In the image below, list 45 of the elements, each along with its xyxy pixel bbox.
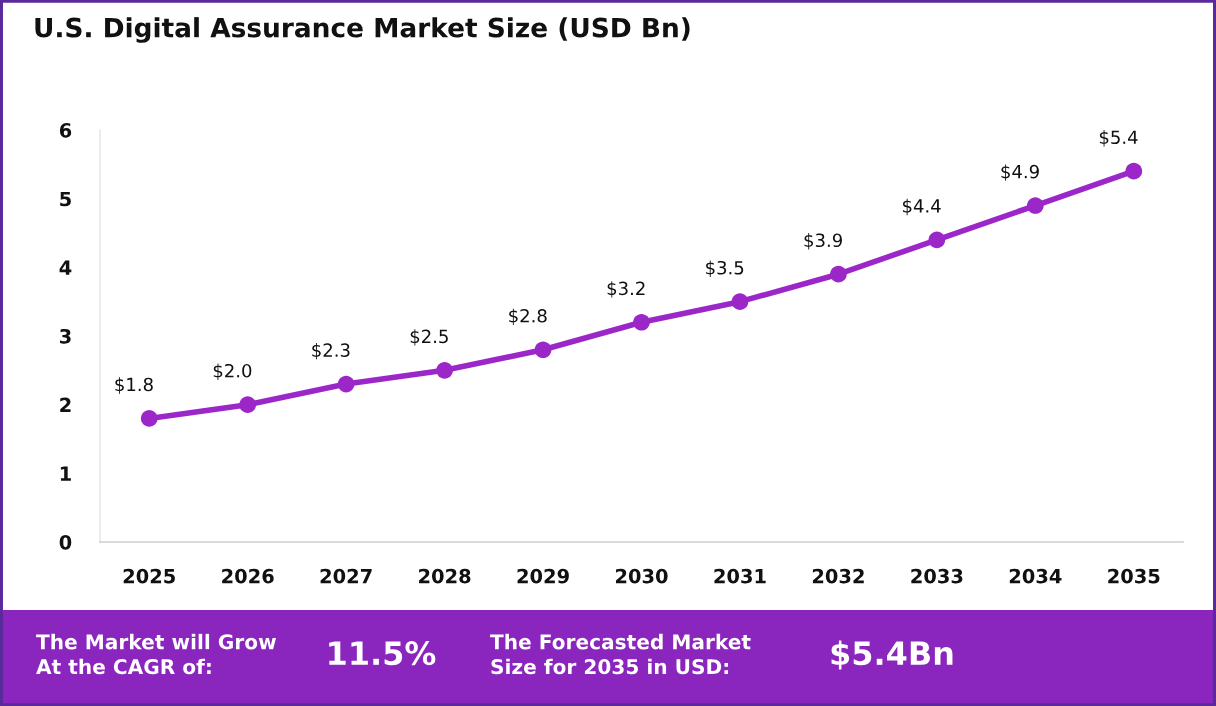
y-tick-label: 6: [59, 122, 72, 138]
chart-title: U.S. Digital Assurance Market Size (USD Bn): [35, 17, 690, 43]
x-tick-label: 2026: [222, 568, 274, 584]
data-label: $3.9: [804, 233, 842, 250]
text: The Market will Grow At the CAGR of:: [36, 633, 276, 675]
point: [436, 362, 453, 379]
point: [830, 265, 847, 283]
text: The Forecasted Market Size for 2035 in USD:: [490, 633, 751, 675]
point: [928, 231, 946, 249]
point: [239, 396, 257, 413]
x-tick-label: 2028: [419, 568, 471, 584]
y-tick-label: 5: [60, 191, 71, 207]
y-tick-label: 1: [60, 466, 71, 481]
point: [140, 410, 158, 427]
data-label: $4.9: [1001, 164, 1039, 181]
y-tick-label: 3: [59, 328, 71, 344]
x-tick-label: 2025: [123, 568, 175, 584]
data-label: $3.5: [706, 260, 744, 277]
data-label: $2.3: [312, 342, 350, 360]
x-tick-label: 2033: [911, 568, 963, 584]
point: [731, 293, 749, 310]
point: [534, 341, 552, 359]
x-tick-label: 2031: [714, 568, 766, 584]
point: [337, 375, 355, 393]
y-tick-label: 2: [60, 397, 71, 413]
point: [633, 313, 650, 331]
y-tick-label: 4: [59, 260, 72, 275]
x-tick-label: 2034: [1009, 568, 1062, 584]
data-label: $3.2: [607, 281, 645, 298]
x-tick-label: 2035: [1108, 568, 1160, 584]
x-tick-label: 2032: [812, 568, 864, 584]
data-label: $2.8: [509, 308, 547, 326]
x-tick-label: 2027: [320, 568, 372, 584]
x-tick-label: 2030: [615, 568, 668, 584]
data-label: $2.0: [213, 363, 252, 380]
data-label: $5.4: [1099, 130, 1138, 147]
point: [1125, 162, 1143, 180]
x-tick-label: 2029: [517, 568, 569, 584]
point: [1026, 197, 1044, 214]
data-label: $1.8: [115, 377, 153, 394]
y-tick-label: 0: [59, 534, 72, 550]
text: $5.4Bn: [831, 640, 953, 670]
data-label: $4.4: [902, 198, 941, 216]
text: 11.5%: [329, 641, 436, 666]
data-label: $2.5: [410, 329, 448, 346]
